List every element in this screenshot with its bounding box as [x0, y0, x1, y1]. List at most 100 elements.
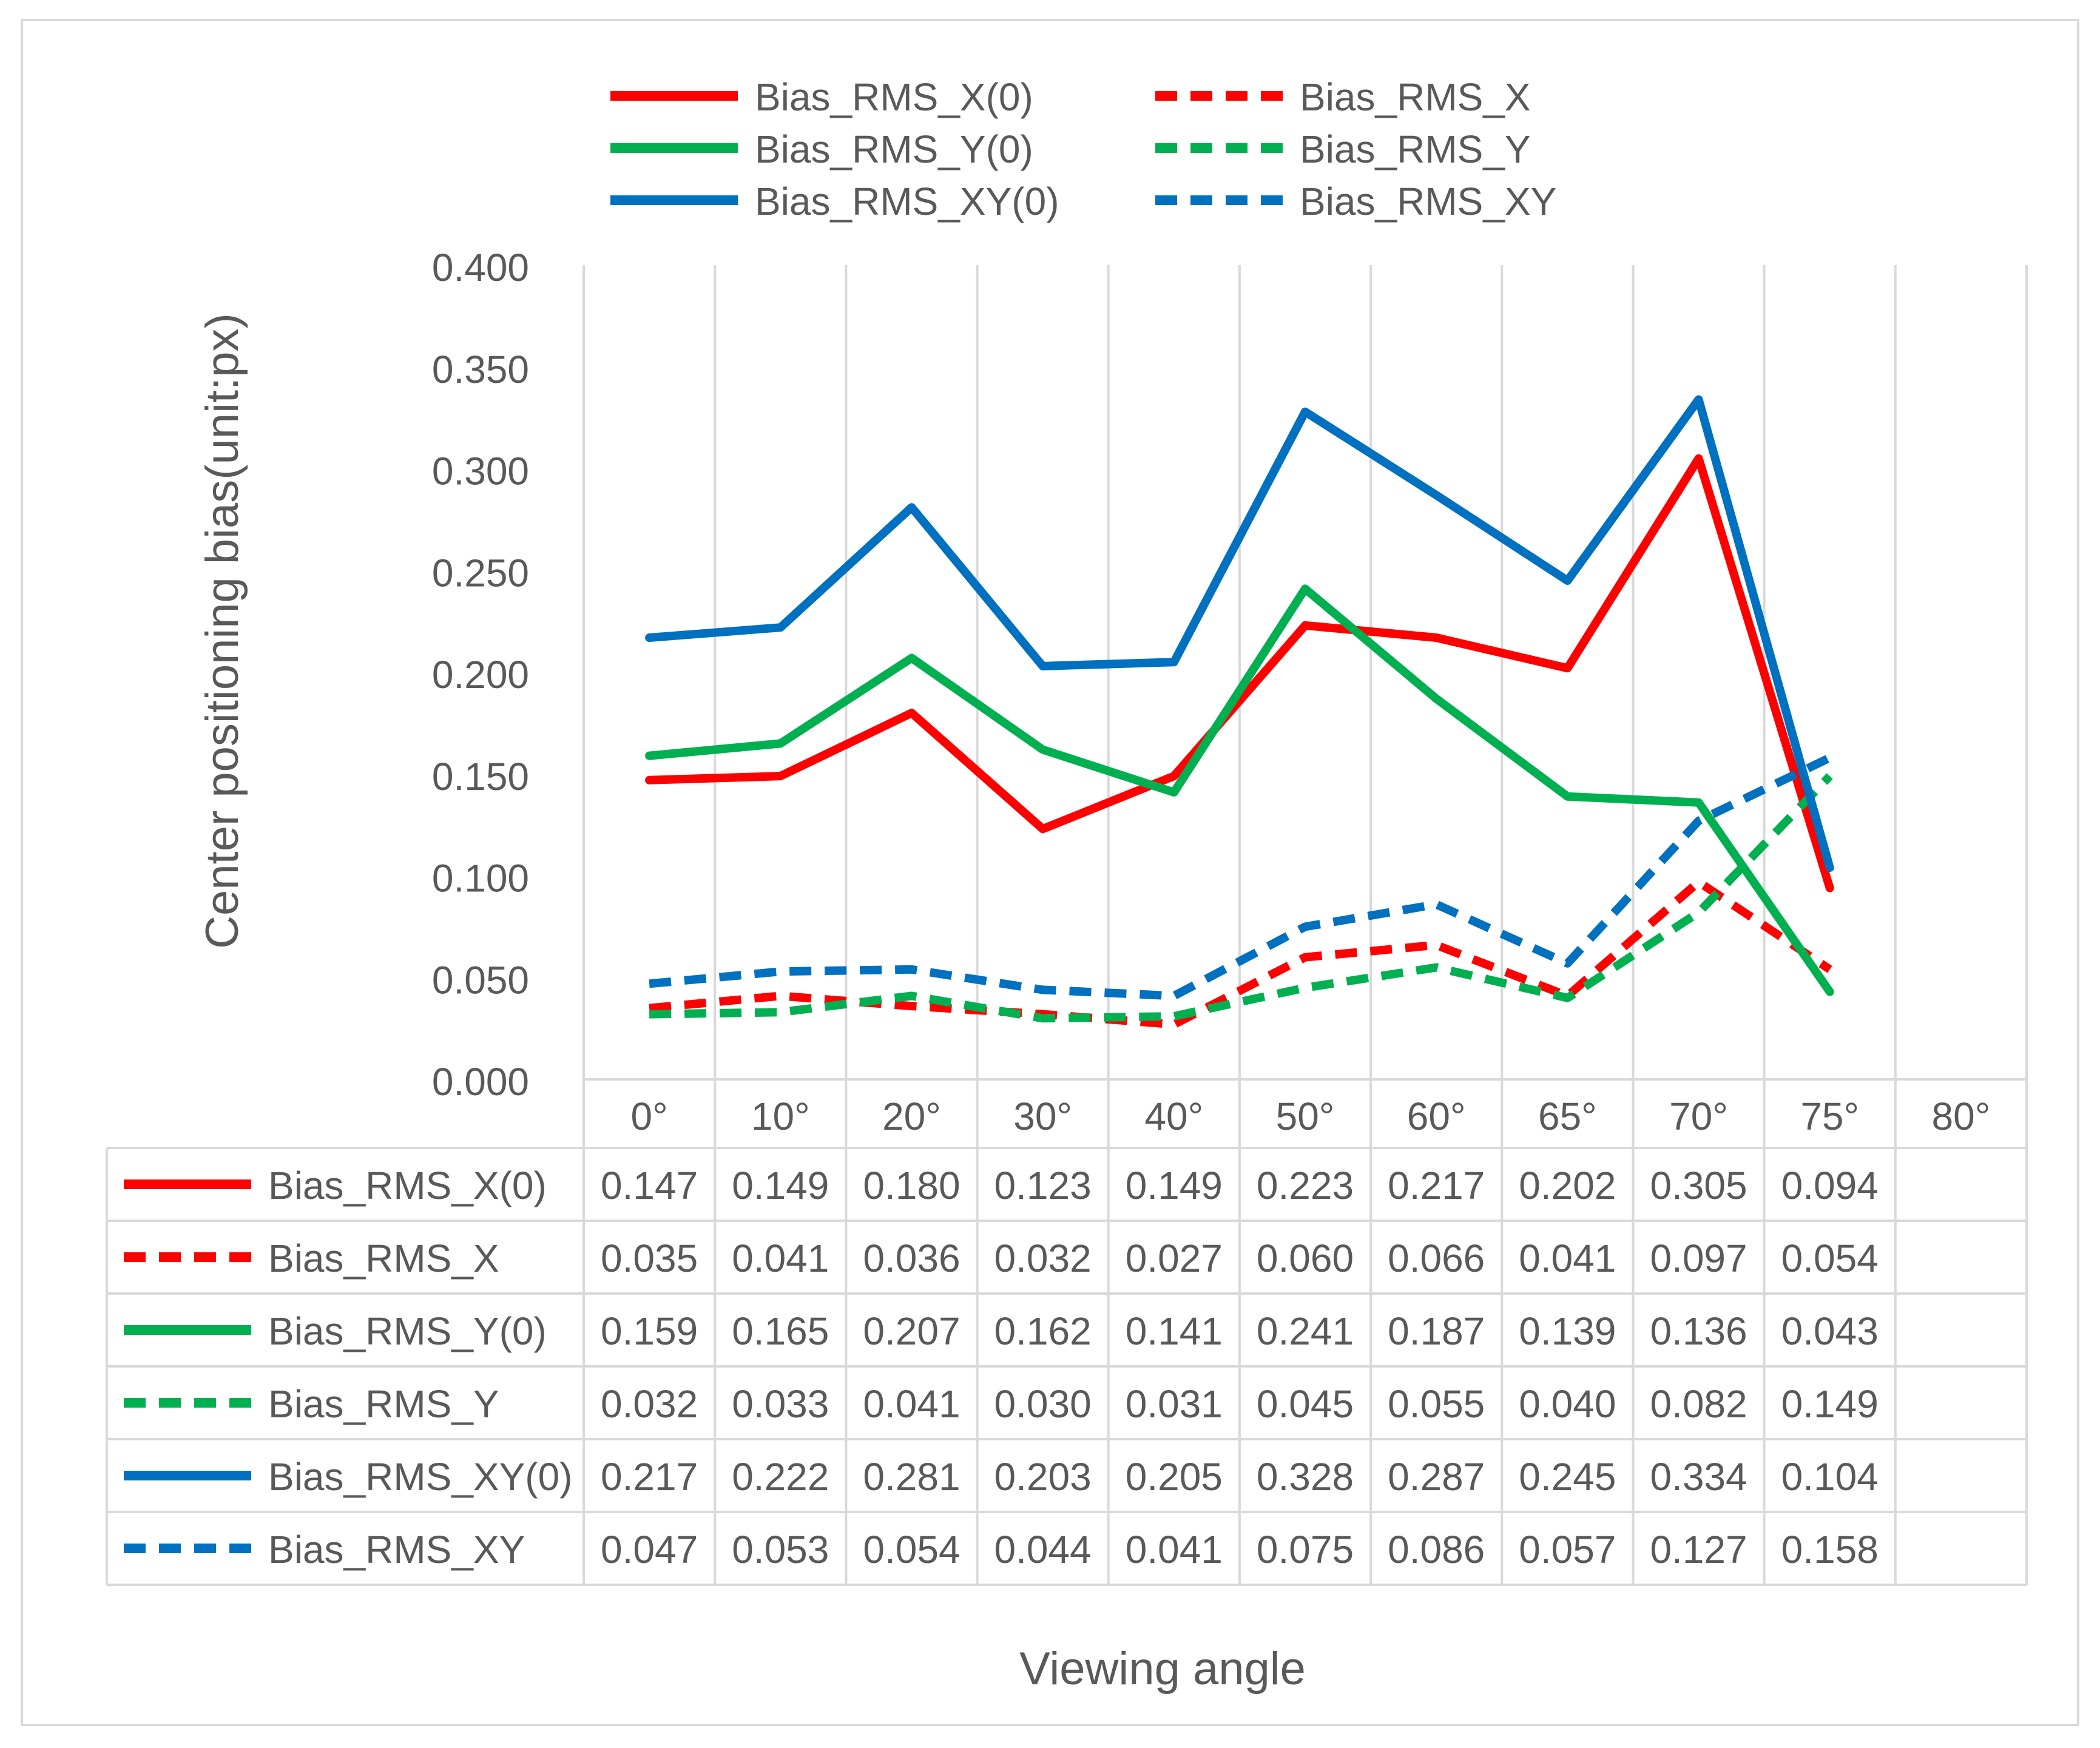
table-cell-value: 0.104 [1781, 1455, 1879, 1499]
legend-label: Bias_RMS_Y [1300, 127, 1531, 171]
table-cell-value: 0.040 [1519, 1382, 1616, 1426]
table-cell-value: 0.127 [1650, 1528, 1747, 1571]
table-row-label: Bias_RMS_Y(0) [268, 1309, 547, 1353]
table-cell-value: 0.202 [1519, 1164, 1616, 1207]
x-tick-label: 0° [630, 1095, 667, 1138]
x-tick-label: 75° [1800, 1095, 1859, 1138]
table-cell-value: 0.207 [863, 1309, 960, 1353]
table-cell-value: 0.075 [1257, 1528, 1354, 1571]
table-cell-value: 0.165 [732, 1309, 829, 1353]
table-cell-value: 0.060 [1257, 1237, 1354, 1280]
series-line-bias-rms-x-0 [645, 454, 1834, 893]
table-cell-value: 0.047 [601, 1528, 698, 1571]
table-cell-value: 0.158 [1781, 1528, 1879, 1571]
y-axis-tick-labels: 0.000 0.050 0.100 0.150 0.200 0.250 0.300 0.350… [432, 246, 529, 1104]
table-cell-value: 0.041 [863, 1382, 960, 1426]
table-cell-value: 0.180 [863, 1164, 960, 1207]
table-row-label: Bias_RMS_XY(0) [268, 1455, 573, 1499]
table-cell-value: 0.147 [601, 1164, 698, 1207]
table-cell-value: 0.149 [732, 1164, 829, 1207]
table-cell-value: 0.159 [601, 1309, 698, 1353]
table-cell-value: 0.043 [1781, 1309, 1879, 1353]
x-tick-label: 50° [1276, 1095, 1335, 1138]
y-tick-label: 0.150 [432, 755, 529, 798]
x-axis-tick-labels: 0° 10° 20° 30° 40° 50° 60° 65° 70° 75° 80° [630, 1095, 1990, 1138]
table-row-label: Bias_RMS_XY [268, 1528, 525, 1571]
table-cell-value: 0.044 [994, 1528, 1092, 1571]
y-tick-label: 0.200 [432, 653, 529, 697]
x-axis-title: Viewing angle [1019, 1643, 1306, 1695]
table-cell-value: 0.245 [1519, 1455, 1616, 1499]
table-cell-value: 0.305 [1650, 1164, 1747, 1207]
table-row-label: Bias_RMS_Y [268, 1382, 499, 1426]
table-row-label: Bias_RMS_X(0) [268, 1164, 547, 1207]
table-cell-value: 0.066 [1388, 1237, 1485, 1280]
table-cell-value: 0.141 [1126, 1309, 1223, 1353]
series-lines [645, 395, 1834, 1029]
legend-label: Bias_RMS_XY(0) [755, 180, 1059, 223]
table-cell-value: 0.030 [994, 1382, 1092, 1426]
table-cell-value: 0.041 [732, 1237, 829, 1280]
table-cell-value: 0.053 [732, 1528, 829, 1571]
legend: Bias_RMS_X(0) Bias_RMS_Y(0) Bias_RMS_XY(0)… [610, 75, 1556, 223]
table-cell-value: 0.217 [1388, 1164, 1485, 1207]
y-tick-label: 0.300 [432, 450, 529, 493]
table-cell-value: 0.027 [1126, 1237, 1223, 1280]
table-cell-value: 0.203 [994, 1455, 1092, 1499]
y-axis-title: Center positioning bias(unit:px) [197, 313, 248, 949]
legend-label: Bias_RMS_X [1300, 75, 1531, 119]
table-cell-value: 0.036 [863, 1237, 960, 1280]
table-cell-value: 0.281 [863, 1455, 960, 1499]
table-cell-value: 0.041 [1519, 1237, 1616, 1280]
table-cell-value: 0.054 [1781, 1237, 1879, 1280]
x-tick-label: 20° [882, 1095, 941, 1138]
table-cell-value: 0.032 [601, 1382, 698, 1426]
table-cell-value: 0.094 [1781, 1164, 1879, 1207]
y-tick-label: 0.400 [432, 246, 529, 289]
data-table: Bias_RMS_X(0) 0.147 0.149 0.180 0.123 0.149 0.… [106, 1079, 2028, 1586]
legend-label: Bias_RMS_X(0) [755, 75, 1033, 119]
series-line-bias-rms-xy-0 [645, 395, 1834, 872]
table-row-label: Bias_RMS_X [268, 1237, 499, 1280]
x-tick-label: 60° [1407, 1095, 1466, 1138]
y-tick-label: 0.100 [432, 857, 529, 900]
table-cell-value: 0.162 [994, 1309, 1092, 1353]
table-cell-value: 0.097 [1650, 1237, 1747, 1280]
table-cell-value: 0.217 [601, 1455, 698, 1499]
y-tick-label: 0.350 [432, 348, 529, 391]
table-cell-value: 0.328 [1257, 1455, 1354, 1499]
series-line-bias-rms-y-0 [645, 584, 1834, 996]
legend-label: Bias_RMS_Y(0) [755, 127, 1033, 171]
table-cell-value: 0.041 [1126, 1528, 1223, 1571]
table-cell-value: 0.222 [732, 1455, 829, 1499]
table-cell-value: 0.149 [1126, 1164, 1223, 1207]
table-cell-value: 0.045 [1257, 1382, 1354, 1426]
table-cell-value: 0.086 [1388, 1528, 1485, 1571]
legend-label: Bias_RMS_XY [1300, 180, 1556, 223]
table-cell-value: 0.136 [1650, 1309, 1747, 1353]
table-cell-value: 0.057 [1519, 1528, 1616, 1571]
table-cell-value: 0.205 [1126, 1455, 1223, 1499]
table-cell-value: 0.054 [863, 1528, 960, 1571]
y-tick-label: 0.050 [432, 958, 529, 1002]
y-tick-label: 0.250 [432, 551, 529, 595]
series-line-bias-rms-xy [649, 754, 1832, 1001]
x-tick-label: 70° [1669, 1095, 1728, 1138]
table-cell-value: 0.149 [1781, 1382, 1879, 1426]
x-tick-label: 30° [1013, 1095, 1072, 1138]
table-cell-value: 0.187 [1388, 1309, 1485, 1353]
y-tick-label: 0.000 [432, 1060, 529, 1104]
table-cell-value: 0.223 [1257, 1164, 1354, 1207]
x-tick-label: 40° [1144, 1095, 1203, 1138]
table-cell-value: 0.334 [1650, 1455, 1747, 1499]
series-line-bias-rms-y [649, 773, 1833, 1023]
table-cell-value: 0.123 [994, 1164, 1092, 1207]
table-cell-value: 0.287 [1388, 1455, 1485, 1499]
x-tick-label: 65° [1538, 1095, 1597, 1138]
table-cell-value: 0.032 [994, 1237, 1092, 1280]
table-cell-value: 0.035 [601, 1237, 698, 1280]
table-cell-value: 0.033 [732, 1382, 829, 1426]
table-cell-value: 0.031 [1126, 1382, 1223, 1426]
